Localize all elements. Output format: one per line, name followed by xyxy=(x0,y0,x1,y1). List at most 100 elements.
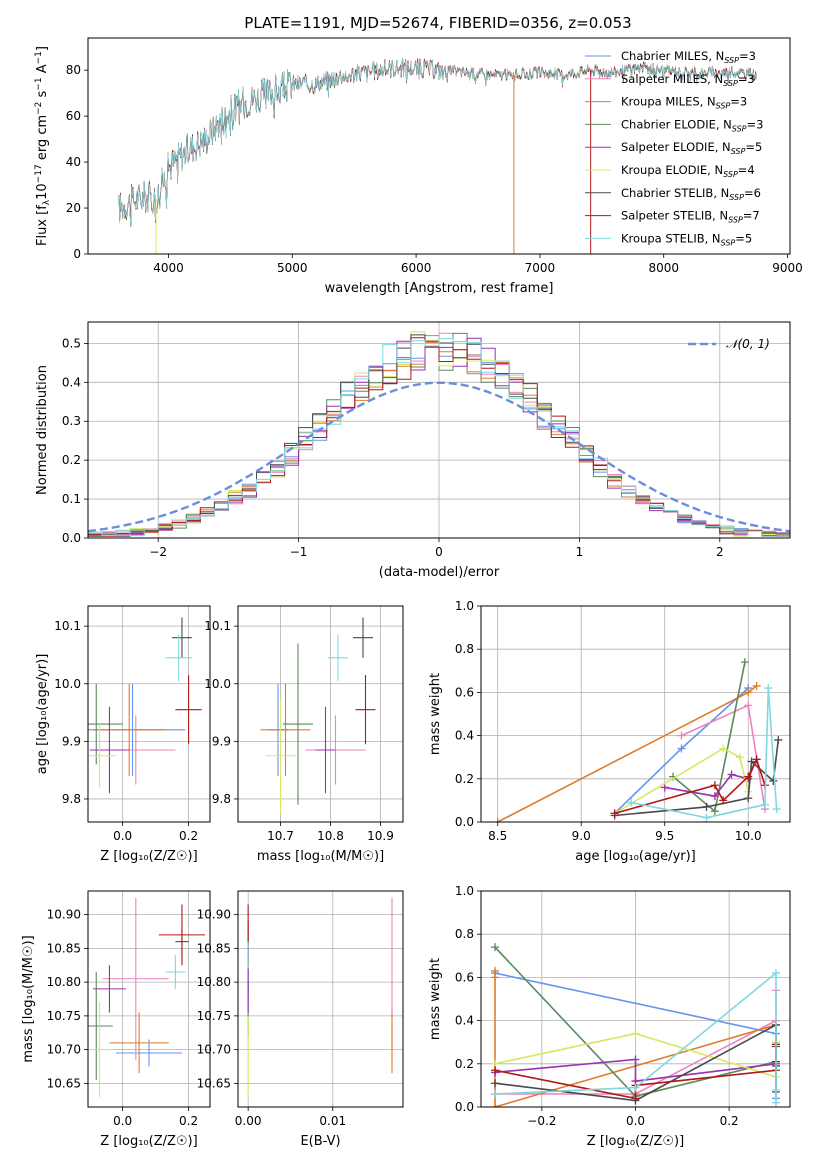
series-line xyxy=(631,688,778,819)
legend-sub: SSP xyxy=(721,238,736,247)
y-tick-label: 10.75 xyxy=(47,1009,81,1023)
series-marker xyxy=(752,755,761,764)
legend-count: =4 xyxy=(738,163,755,177)
legend-count: =6 xyxy=(744,186,761,200)
y-tick-label: 40 xyxy=(66,155,81,169)
series-marker xyxy=(752,681,761,690)
figure-title: PLATE=1191, MJD=52674, FIBERID=0356, z=0… xyxy=(244,14,631,32)
x-tick-label: 9.0 xyxy=(572,829,591,843)
errorbar-salpeter-stelib xyxy=(355,675,376,745)
legend-model: Salpeter MILES, N xyxy=(621,72,723,86)
x-tick-label: 0.2 xyxy=(179,1114,198,1128)
series-marker xyxy=(491,973,500,982)
y-tick-label: 10.90 xyxy=(197,908,231,922)
axes-frame xyxy=(237,890,404,1108)
series-marker xyxy=(677,731,686,740)
legend-model: Kroupa ELODIE, N xyxy=(621,163,723,177)
series-marker xyxy=(710,781,719,790)
y-tick-label: 0.5 xyxy=(62,336,81,350)
series-marker xyxy=(491,1090,500,1099)
legend-sub: SSP xyxy=(728,216,743,225)
legend-label: Chabrier STELIB, NSSP=6 xyxy=(621,186,761,202)
errorbars xyxy=(247,897,393,1097)
legend-model: Chabrier MILES, N xyxy=(621,49,724,63)
y-axis-label-part: λ xyxy=(42,199,52,205)
errorbar-kroupa-elodie xyxy=(88,724,117,788)
age-vs-mass-panel: 10.7 10.8 10.9 9.8 9.9 10.0 10.1 mass [log₁₀(M/… xyxy=(204,605,404,864)
y-tick-label: 10.70 xyxy=(197,1043,231,1057)
y-axis-label: mass [log₁₀(M/M☉)] xyxy=(21,935,36,1062)
axes-frame xyxy=(87,321,791,539)
axes-frame xyxy=(237,605,404,823)
legend-count: =5 xyxy=(735,231,752,245)
legend-label: Salpeter ELODIE, NSSP=5 xyxy=(621,140,762,156)
legend-count: =7 xyxy=(743,209,760,223)
y-tick-label: 1.0 xyxy=(455,599,474,613)
errorbar-kroupa-miles xyxy=(109,1012,169,1074)
gaussian-curve xyxy=(88,381,790,533)
y-tick-label: 0.8 xyxy=(455,927,474,941)
errorbar-kroupa-elodie xyxy=(88,1002,113,1097)
x-tick-label: 1 xyxy=(576,545,584,559)
series-line xyxy=(672,662,746,813)
y-axis-label: Flux [fλ10−17 erg cm−2 s−1 A−1] xyxy=(34,46,52,246)
mass-vs-Z-panel: 0.0 0.2 10.65 10.70 10.75 10.80 10.85 10.90 Z [l… xyxy=(21,890,211,1149)
y-tick-label: 0.2 xyxy=(455,1057,474,1071)
x-tick-label: 0.0 xyxy=(113,829,132,843)
series xyxy=(491,943,780,1107)
x-tick-label: 10.0 xyxy=(735,829,762,843)
errorbar-chabrier-stelib xyxy=(172,617,192,658)
axes-frame xyxy=(480,605,791,823)
errorbar-kroupa-miles xyxy=(260,683,311,776)
x-tick-label: 2 xyxy=(716,545,724,559)
y-axis-label: mass weight xyxy=(428,673,443,755)
x-tick-label: −0.2 xyxy=(527,1114,556,1128)
y-tick-label: 0.6 xyxy=(455,970,474,984)
y-axis-label-part: erg cm xyxy=(35,115,50,164)
legend-label: Kroupa ELODIE, NSSP=4 xyxy=(621,163,755,179)
series-marker xyxy=(771,1098,780,1107)
y-tick-label: 10.0 xyxy=(204,677,231,691)
x-axis-label: (data-model)/error xyxy=(379,565,500,580)
series xyxy=(493,658,783,822)
y-tick-label: 0.4 xyxy=(62,375,81,389)
series-marker xyxy=(702,813,711,822)
y-tick-label: 0.0 xyxy=(62,531,81,545)
y-axis-label: age [log₁₀(age/yr)] xyxy=(35,654,50,775)
errorbar-salpeter-elodie xyxy=(92,965,126,1013)
series-marker xyxy=(744,772,753,781)
series-line xyxy=(614,757,766,815)
y-axis-label-part: 10 xyxy=(35,183,50,200)
legend-count: =3 xyxy=(730,95,747,109)
legend: Chabrier MILES, N SSP =3 Salpeter MILES, N S… xyxy=(585,49,763,247)
series-marker xyxy=(631,1083,640,1092)
legend-model: Chabrier ELODIE, N xyxy=(621,117,732,131)
errorbar-kroupa-stelib xyxy=(165,634,192,681)
legend-sub: SSP xyxy=(731,147,746,156)
y-tick-label: 0.2 xyxy=(62,453,81,467)
legend-count: =3 xyxy=(739,49,756,63)
series-marker xyxy=(491,943,500,952)
y-tick-label: 9.9 xyxy=(212,734,231,748)
series-marker xyxy=(631,1029,640,1038)
series-marker xyxy=(631,1055,640,1064)
age-vs-Z-panel: 0.0 0.2 9.8 9.9 10.0 10.1 Z [log₁₀(Z/Z☉)] age [… xyxy=(35,605,211,864)
series-marker xyxy=(610,809,619,818)
x-tick-label: 0.01 xyxy=(319,1114,346,1128)
y-tick-label: 10.65 xyxy=(197,1076,231,1090)
y-axis-label-part: −2 xyxy=(34,102,44,115)
series-marker xyxy=(719,796,728,805)
series-line xyxy=(614,747,749,815)
x-axis-label: Z [log₁₀(Z/Z☉)] xyxy=(587,1134,684,1149)
series-marker xyxy=(710,807,719,816)
mass-weight-vs-age-panel: 8.5 9.0 9.5 10.0 0.0 0.2 0.4 0.6 0.8 1.0 age [log₁… xyxy=(428,599,791,864)
y-tick-label: 10.90 xyxy=(47,908,81,922)
x-axis-label: Z [log₁₀(Z/Z☉)] xyxy=(100,1134,197,1149)
y-tick-label: 9.8 xyxy=(62,792,81,806)
series-marker xyxy=(760,800,769,809)
x-axis-label: Z [log₁₀(Z/Z☉)] xyxy=(100,849,197,864)
y-tick-label: 10.80 xyxy=(47,975,81,989)
errorbar-chabrier-elodie xyxy=(88,972,113,1080)
errorbar-kroupa-elodie xyxy=(265,698,296,814)
series-marker xyxy=(744,688,753,697)
